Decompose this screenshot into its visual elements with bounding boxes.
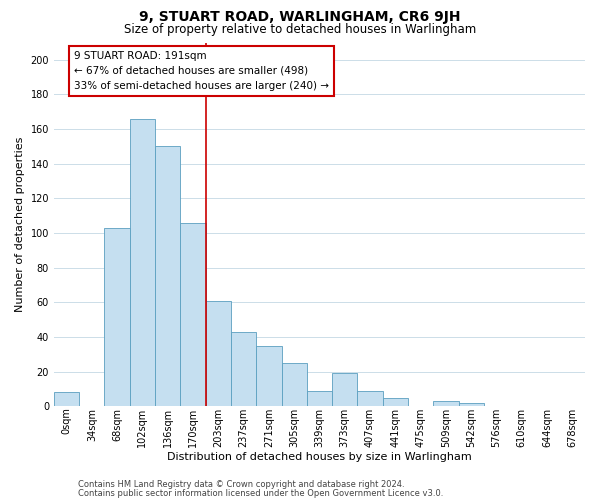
Bar <box>458 402 484 406</box>
Bar <box>281 363 307 406</box>
Bar <box>256 346 281 406</box>
Bar <box>332 374 358 406</box>
Bar <box>54 392 79 406</box>
Text: Size of property relative to detached houses in Warlingham: Size of property relative to detached ho… <box>124 22 476 36</box>
Bar <box>130 118 155 406</box>
Text: 9 STUART ROAD: 191sqm
← 67% of detached houses are smaller (498)
33% of semi-det: 9 STUART ROAD: 191sqm ← 67% of detached … <box>74 51 329 91</box>
Bar <box>206 300 231 406</box>
Y-axis label: Number of detached properties: Number of detached properties <box>15 136 25 312</box>
X-axis label: Distribution of detached houses by size in Warlingham: Distribution of detached houses by size … <box>167 452 472 462</box>
Text: Contains HM Land Registry data © Crown copyright and database right 2024.: Contains HM Land Registry data © Crown c… <box>78 480 404 489</box>
Bar <box>181 222 206 406</box>
Text: 9, STUART ROAD, WARLINGHAM, CR6 9JH: 9, STUART ROAD, WARLINGHAM, CR6 9JH <box>139 10 461 24</box>
Bar <box>307 390 332 406</box>
Text: Contains public sector information licensed under the Open Government Licence v3: Contains public sector information licen… <box>78 488 443 498</box>
Bar <box>383 398 408 406</box>
Bar <box>231 332 256 406</box>
Bar <box>104 228 130 406</box>
Bar <box>433 401 458 406</box>
Bar <box>358 390 383 406</box>
Bar <box>155 146 181 406</box>
